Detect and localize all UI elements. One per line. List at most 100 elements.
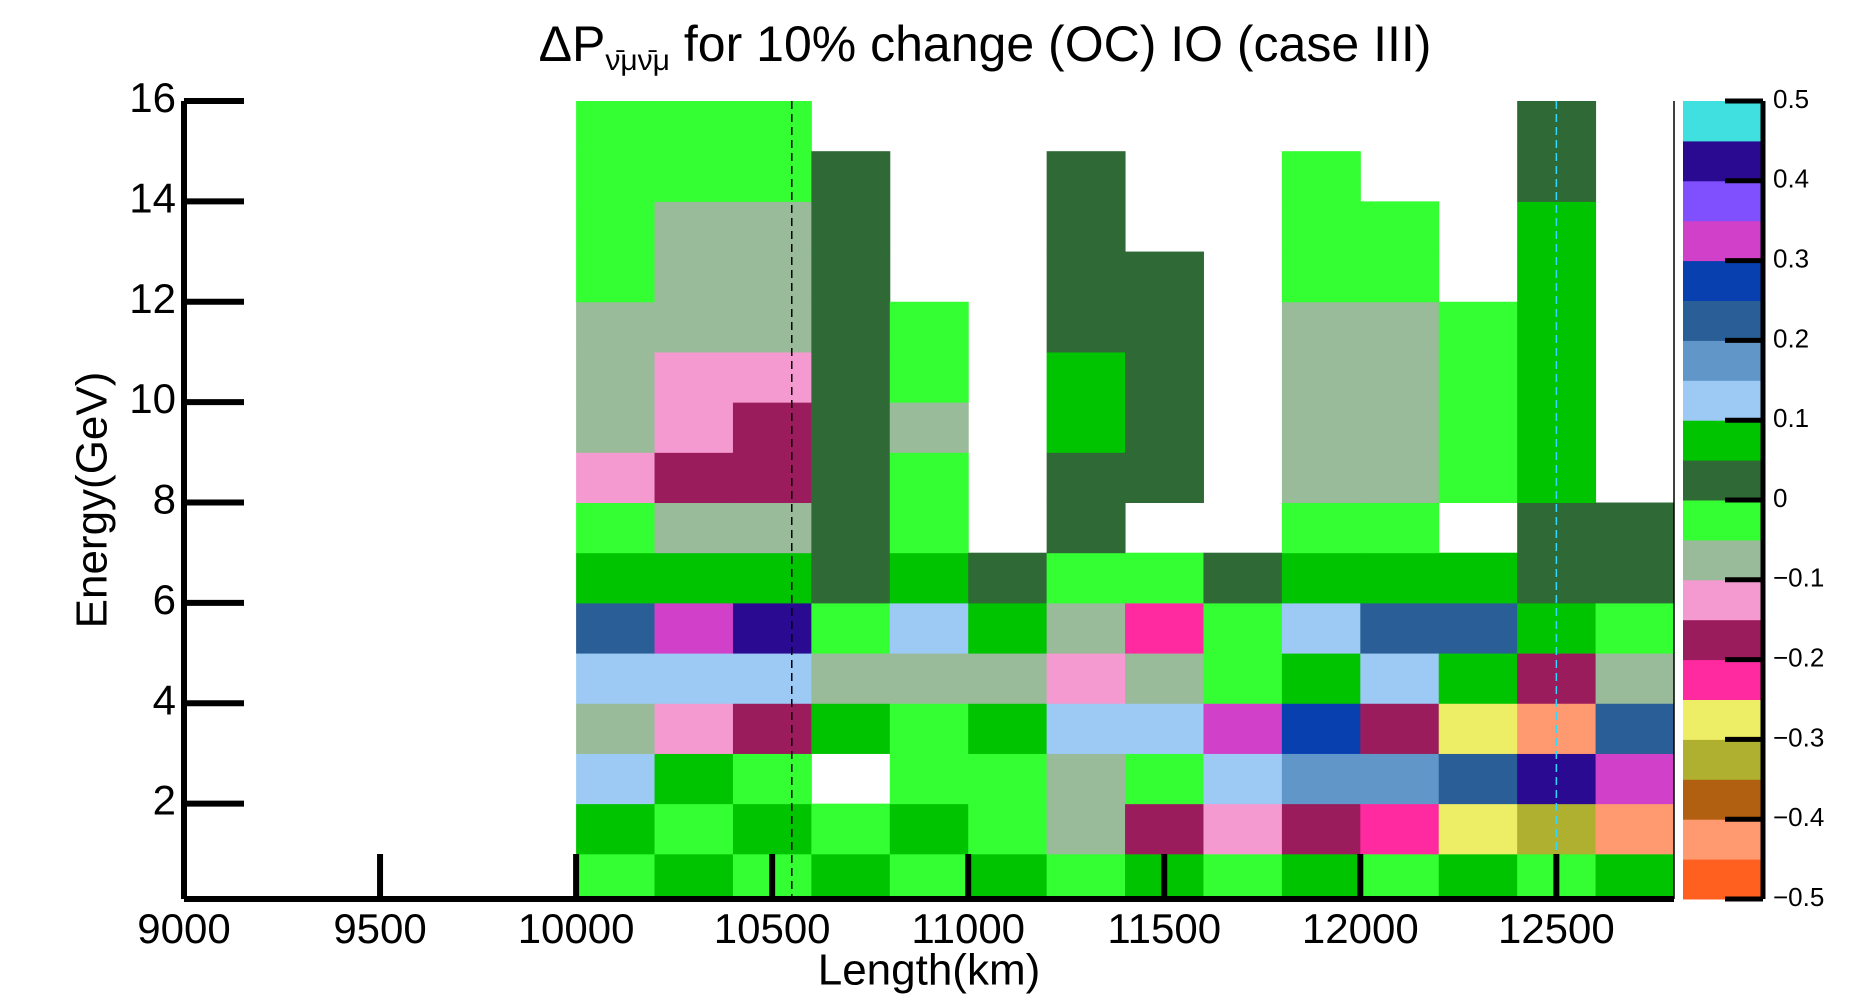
chart-title: ΔPν̄μν̄μ for 10% change (OC) IO (case III…: [539, 16, 1432, 77]
cell: [576, 803, 656, 855]
colorbar-tick-label: 0.4: [1773, 164, 1809, 194]
cell: [732, 101, 812, 152]
colorbar-swatch: [1683, 380, 1763, 421]
cell: [889, 502, 969, 554]
cell: [1046, 703, 1126, 754]
cell: [576, 502, 656, 554]
cell: [1360, 753, 1440, 805]
cell: [1046, 151, 1126, 202]
cell: [732, 351, 812, 403]
cell: [1438, 602, 1518, 654]
colorbar-swatch: [1683, 180, 1763, 222]
cell: [576, 201, 656, 253]
cell: [1595, 803, 1674, 855]
cell: [1046, 853, 1126, 899]
cell: [811, 301, 891, 353]
x-tick-label: 10500: [714, 905, 831, 952]
colorbar-tick-label: −0.4: [1773, 802, 1824, 832]
cell: [1203, 753, 1283, 805]
cell: [889, 703, 969, 754]
cell: [576, 552, 656, 604]
y-tick-label: 8: [153, 476, 176, 523]
cell: [576, 151, 656, 202]
cell: [576, 753, 656, 805]
cell: [732, 653, 812, 704]
colorbar-swatch: [1683, 220, 1763, 262]
colorbar-tick-label: 0.1: [1773, 403, 1809, 433]
cell: [1438, 653, 1518, 704]
cell: [654, 602, 734, 654]
cell: [1281, 301, 1361, 353]
colorbar-swatch: [1683, 819, 1763, 860]
cell: [576, 251, 656, 303]
cell: [732, 753, 812, 805]
cell: [732, 452, 812, 504]
cell: [1360, 502, 1440, 554]
colorbar-tick-label: 0.5: [1773, 84, 1809, 114]
cell: [1125, 301, 1204, 353]
cell: [1203, 552, 1283, 604]
cell: [889, 753, 969, 805]
x-tick-label: 12500: [1498, 905, 1615, 952]
cell: [1125, 452, 1204, 504]
colorbar-swatch: [1683, 340, 1763, 381]
colorbar-tick-label: 0.2: [1773, 323, 1809, 353]
cell: [1360, 452, 1440, 504]
cell: [1281, 703, 1361, 754]
colorbar-tick-label: −0.1: [1773, 563, 1824, 593]
y-tick-label: 16: [129, 74, 176, 121]
cell: [968, 552, 1048, 604]
cell: [1281, 452, 1361, 504]
cell: [811, 803, 891, 855]
cell: [576, 351, 656, 403]
cell: [1281, 753, 1361, 805]
cell: [889, 853, 969, 899]
cell: [1360, 552, 1440, 604]
cell: [732, 151, 812, 202]
cell: [1281, 803, 1361, 855]
y-tick-label: 10: [129, 375, 176, 422]
cell: [811, 201, 891, 253]
x-tick-label: 9500: [333, 905, 426, 952]
cell: [811, 502, 891, 554]
y-tick-label: 4: [153, 676, 176, 723]
cell: [1046, 502, 1126, 554]
cell: [1046, 301, 1126, 353]
cell: [654, 101, 734, 152]
title-text: for 10% change (OC) IO (case III): [684, 16, 1432, 72]
cell: [811, 703, 891, 754]
colorbar-swatch: [1683, 779, 1763, 820]
cell: [1046, 351, 1126, 403]
cell: [1046, 251, 1126, 303]
cell: [968, 703, 1048, 754]
cell: [1438, 452, 1518, 504]
cell: [654, 201, 734, 253]
cell: [1281, 151, 1361, 202]
cell: [889, 552, 969, 604]
cell: [1125, 703, 1204, 754]
cell: [576, 402, 656, 453]
cell: [1125, 251, 1204, 303]
cell: [1438, 351, 1518, 403]
cell: [1360, 853, 1440, 899]
cell: [889, 452, 969, 504]
cell: [576, 703, 656, 754]
y-tick-label: 6: [153, 576, 176, 623]
cell: [811, 402, 891, 453]
cell: [1360, 653, 1440, 704]
cell: [654, 301, 734, 353]
cell: [654, 703, 734, 754]
cell: [732, 552, 812, 604]
colorbar-swatch: [1683, 460, 1763, 501]
cell: [1125, 351, 1204, 403]
colorbar-swatch: [1683, 579, 1763, 621]
cell: [811, 853, 891, 899]
cell: [1438, 301, 1518, 353]
cell: [968, 602, 1048, 654]
colorbar-swatch: [1683, 500, 1763, 541]
cell: [889, 402, 969, 453]
cell: [1595, 502, 1674, 554]
colorbar-swatch: [1683, 539, 1763, 581]
cell: [1281, 552, 1361, 604]
colorbar-tick-label: −0.2: [1773, 642, 1824, 672]
